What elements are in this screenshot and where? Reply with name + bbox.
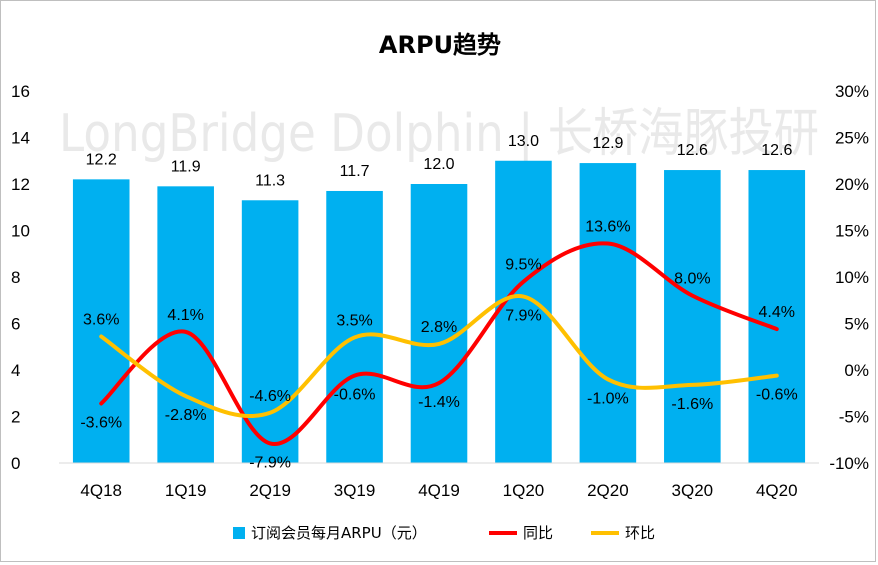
bar-value-label: 12.0	[423, 156, 454, 173]
y-right-tick-label: 10%	[835, 268, 869, 287]
bar-value-label: 12.9	[592, 135, 623, 152]
yoy-value-label: -3.6%	[80, 414, 122, 431]
y-right-tick-label: 30%	[835, 82, 869, 101]
bar-1Q20	[495, 160, 552, 463]
bar-value-label: 12.6	[677, 142, 708, 159]
legend-yoy-label: 同比	[523, 524, 553, 542]
x-tick-label: 3Q20	[672, 481, 714, 500]
legend-bar-swatch	[233, 527, 245, 539]
qoq-value-label: -4.6%	[249, 388, 291, 405]
y-left-tick-label: 2	[11, 408, 20, 427]
y-left-tick-label: 0	[11, 454, 20, 473]
yoy-value-label: 9.5%	[505, 257, 541, 274]
bar-2Q20	[579, 163, 637, 463]
y-left-tick-label: 8	[11, 268, 20, 287]
yoy-value-label: 8.0%	[674, 271, 710, 288]
y-right-tick-label: 0%	[844, 361, 869, 380]
yoy-value-label: -1.4%	[418, 394, 460, 411]
x-tick-label: 4Q20	[756, 481, 798, 500]
qoq-value-label: 2.8%	[421, 319, 457, 336]
y-left-tick-label: 10	[11, 222, 30, 241]
bar-1Q19	[157, 186, 214, 463]
y-right-tick-label: -10%	[829, 454, 869, 473]
bar-value-label: 11.9	[171, 158, 201, 175]
qoq-value-label: -1.0%	[587, 390, 629, 407]
bar-4Q18	[72, 179, 130, 463]
y-left-tick-label: 14	[11, 129, 30, 148]
y-left-tick-label: 4	[11, 361, 20, 380]
bar-value-label: 11.3	[255, 172, 285, 189]
x-tick-label: 1Q19	[165, 481, 207, 500]
legend-bar-label: 订阅会员每月ARPU（元）	[251, 524, 427, 542]
qoq-value-label: -1.6%	[671, 396, 713, 413]
yoy-value-label: 4.1%	[167, 307, 203, 324]
bar-4Q20	[748, 170, 806, 464]
x-tick-label: 2Q20	[587, 481, 629, 500]
chart-title: ARPU趋势	[379, 31, 501, 59]
bar-value-label: 12.2	[86, 151, 117, 168]
bar-3Q20	[664, 170, 721, 464]
yoy-value-label: -0.6%	[334, 387, 376, 404]
legend-qoq-label: 环比	[625, 524, 655, 542]
y-right-tick-label: -5%	[839, 408, 869, 427]
yoy-value-label: -7.9%	[249, 454, 291, 471]
y-left-tick-label: 12	[11, 175, 30, 194]
qoq-value-label: 3.6%	[83, 312, 119, 329]
bar-value-label: 11.7	[340, 163, 370, 180]
watermark: LongBridge Dolphin | 长桥海豚投研	[59, 104, 819, 164]
yoy-value-label: 13.6%	[585, 219, 630, 236]
qoq-value-label: 3.5%	[336, 312, 372, 329]
qoq-line	[99, 294, 779, 419]
qoq-value-label: -2.8%	[165, 407, 207, 424]
bar-3Q19	[326, 190, 383, 463]
x-tick-label: 4Q18	[80, 481, 122, 500]
qoq-value-label: 7.9%	[505, 308, 541, 325]
y-right-tick-label: 15%	[835, 222, 869, 241]
y-right-tick-label: 25%	[835, 129, 869, 148]
x-tick-label: 2Q19	[249, 481, 291, 500]
x-tick-label: 4Q19	[418, 481, 460, 500]
x-tick-label: 3Q19	[334, 481, 376, 500]
x-tick-label: 1Q20	[503, 481, 545, 500]
y-left-tick-label: 6	[11, 315, 20, 334]
y-right-tick-label: 5%	[844, 315, 869, 334]
legend: 订阅会员每月ARPU（元） 同比 环比	[233, 524, 655, 542]
qoq-value-label: -0.6%	[756, 387, 798, 404]
bar-value-label: 13.0	[508, 133, 539, 150]
y-right-tick-label: 20%	[835, 175, 869, 194]
yoy-line	[99, 241, 779, 446]
y-left-tick-label: 16	[11, 82, 30, 101]
yoy-value-label: 4.4%	[759, 304, 795, 321]
bar-value-label: 12.6	[761, 142, 792, 159]
bar-4Q19	[410, 184, 468, 463]
bar-2Q19	[241, 200, 299, 463]
